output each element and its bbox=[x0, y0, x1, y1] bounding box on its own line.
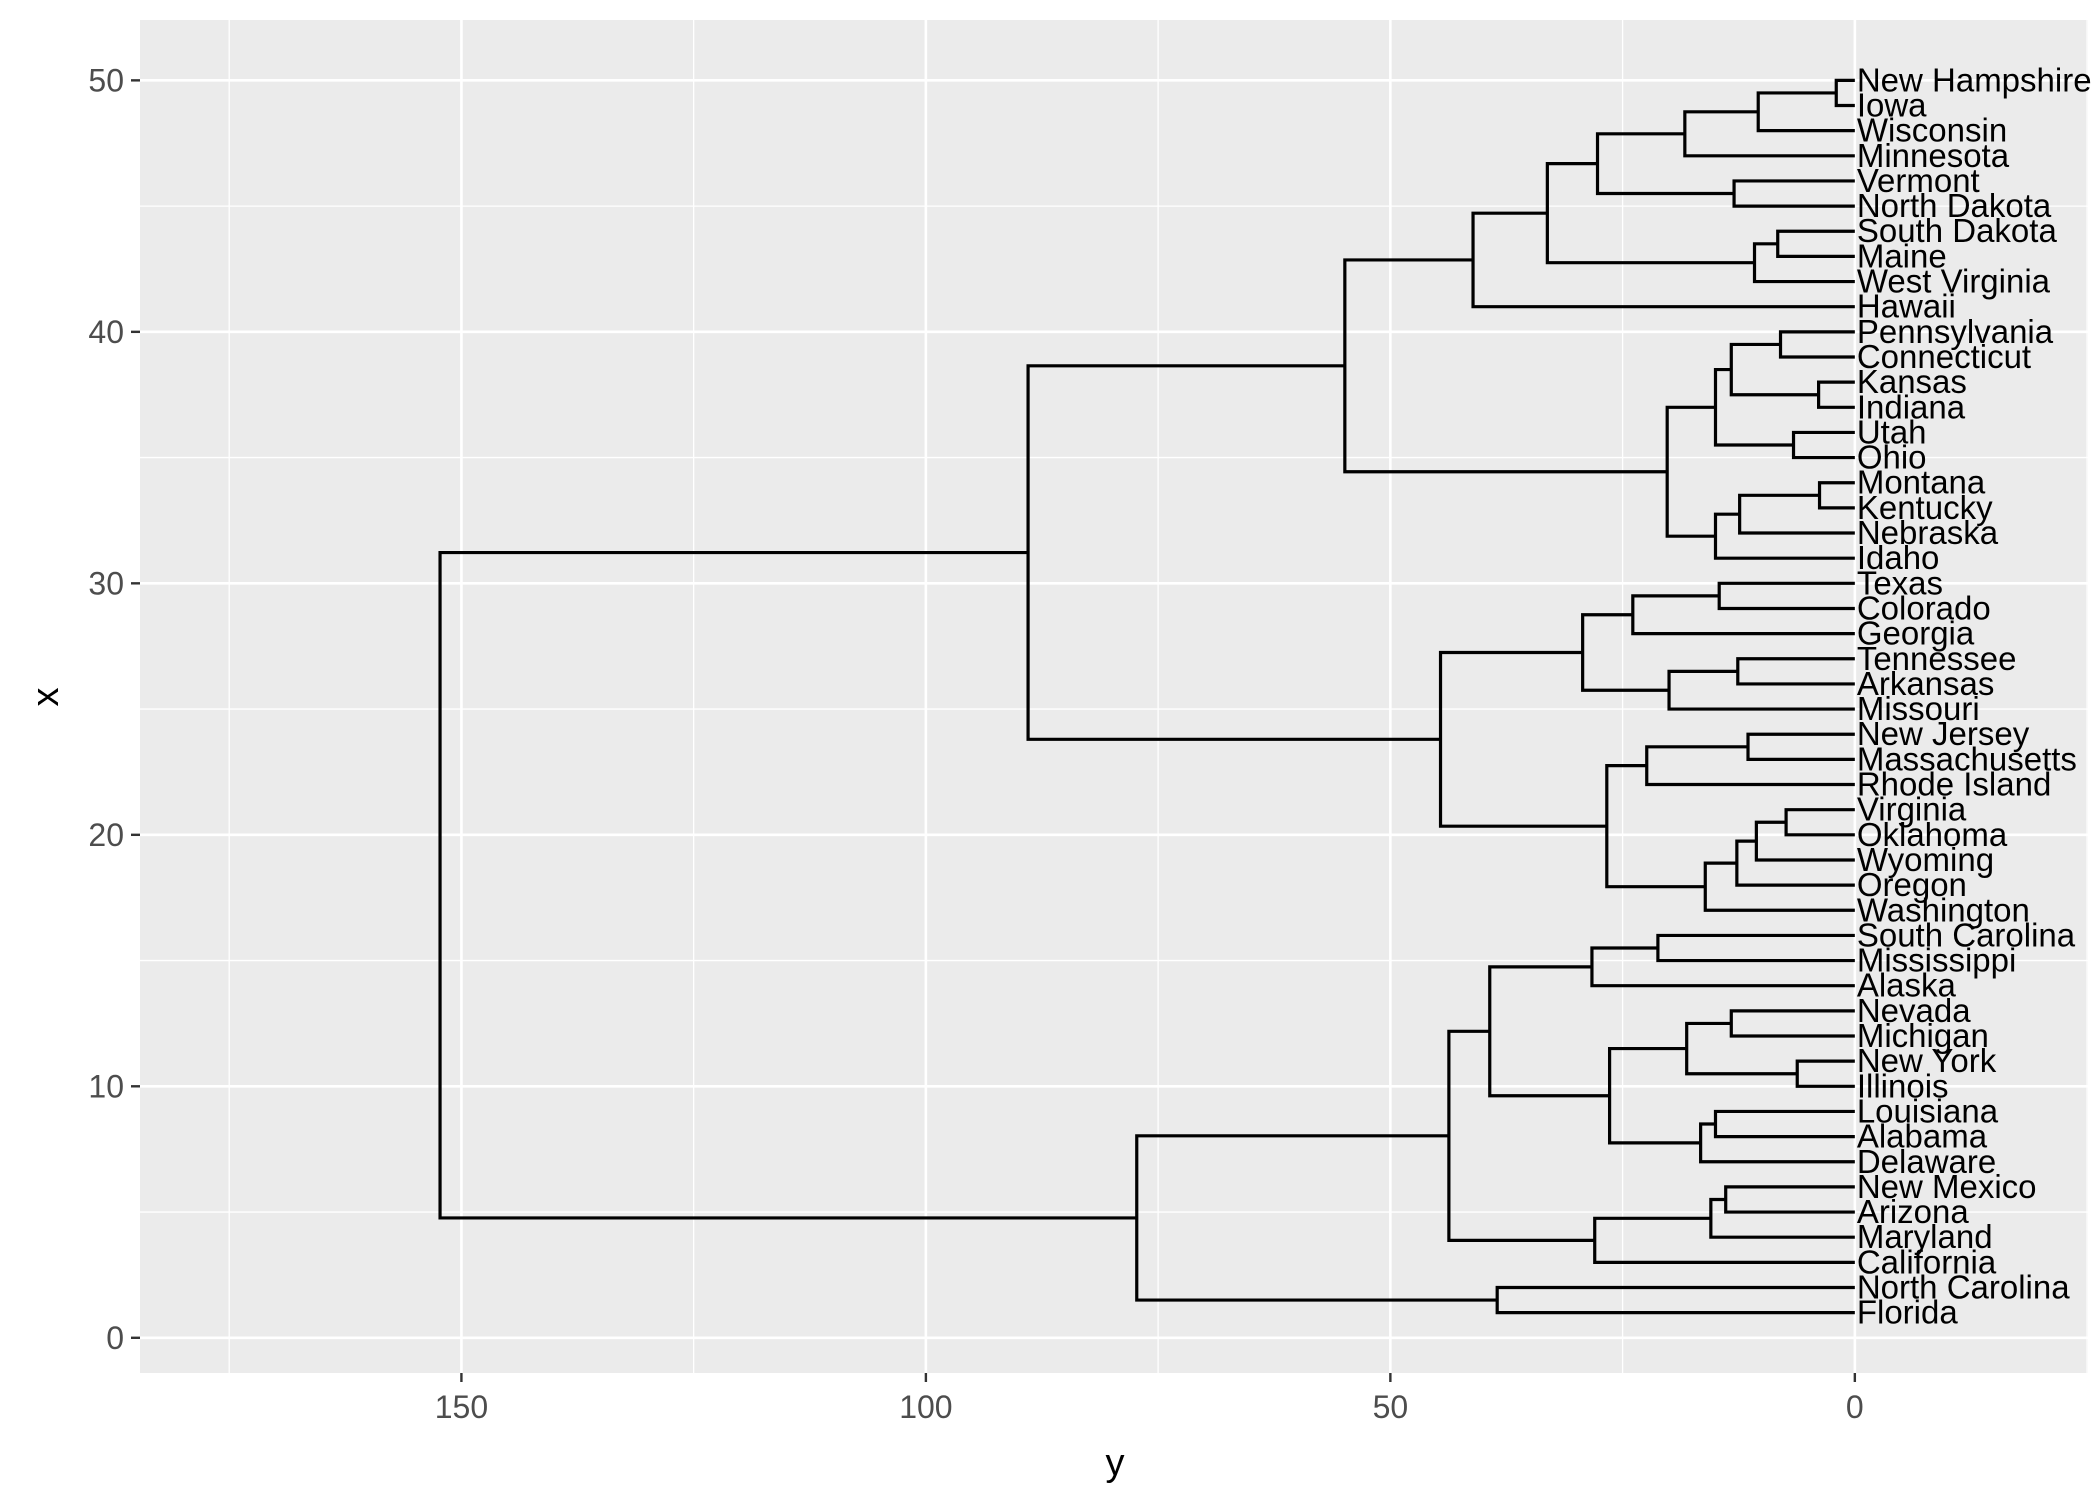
leaf-label: Alaska bbox=[1857, 967, 1957, 1004]
leaf-label: Colorado bbox=[1857, 589, 1991, 626]
leaf-label: New Hampshire bbox=[1857, 61, 2092, 98]
y-axis-title: x bbox=[25, 688, 67, 707]
leaf-label: Connecticut bbox=[1857, 338, 2031, 375]
leaf-label: Georgia bbox=[1857, 615, 1975, 652]
leaf-label: Arizona bbox=[1857, 1193, 1970, 1230]
y-tick-label: 0 bbox=[106, 1320, 124, 1356]
dendrogram-branch bbox=[1795, 1059, 1855, 1088]
leaf-label: Mississippi bbox=[1857, 942, 2017, 979]
dendrogram-tree bbox=[438, 78, 1855, 1315]
y-tick-label: 10 bbox=[88, 1068, 124, 1104]
leaf-label: Rhode Island bbox=[1857, 766, 2051, 803]
leaf-label: Wyoming bbox=[1857, 841, 1994, 878]
x-axis: 150 100 50 0 bbox=[435, 1373, 1864, 1425]
leaf-label: New Jersey bbox=[1857, 715, 2030, 752]
y-axis: 0 10 20 30 40 50 bbox=[88, 62, 140, 1356]
leaf-label: Arkansas bbox=[1857, 665, 1995, 702]
dendrogram-branch bbox=[1738, 493, 1855, 535]
leaf-label: North Dakota bbox=[1857, 187, 2052, 224]
x-axis-title: y bbox=[1106, 1442, 1125, 1484]
leaf-label: Utah bbox=[1857, 413, 1927, 450]
leaf-label: Ohio bbox=[1857, 439, 1927, 476]
leaf-label: Washington bbox=[1857, 891, 2030, 928]
leaf-label: Missouri bbox=[1857, 690, 1980, 727]
dendrogram-branch bbox=[1665, 405, 1716, 538]
dendrogram-branch bbox=[1685, 1021, 1798, 1076]
leaf-label: Minnesota bbox=[1857, 137, 2010, 174]
dendrogram-branch bbox=[1605, 764, 1706, 889]
x-tick-label: 100 bbox=[899, 1389, 952, 1425]
y-tick-label: 40 bbox=[88, 314, 124, 350]
dendrogram-branch bbox=[1488, 965, 1610, 1098]
leaf-label: New York bbox=[1857, 1042, 1997, 1079]
leaf-label: Indiana bbox=[1857, 388, 1966, 425]
leaf-label: Alabama bbox=[1857, 1118, 1988, 1155]
leaf-label: Montana bbox=[1857, 464, 1986, 501]
leaf-label: Virginia bbox=[1857, 791, 1967, 828]
leaf-label: Kentucky bbox=[1857, 489, 1993, 526]
dendrogram-branch bbox=[1699, 1122, 1855, 1164]
x-tick-label: 50 bbox=[1373, 1389, 1409, 1425]
dendrogram-branch bbox=[1656, 933, 1855, 963]
dendrogram-branch bbox=[1746, 732, 1855, 761]
dendrogram-branch bbox=[1447, 1029, 1595, 1242]
dendrogram-branch bbox=[1595, 132, 1735, 196]
dendrogram-branch bbox=[1631, 594, 1855, 636]
leaf-label: Iowa bbox=[1857, 87, 1927, 124]
leaf-label: Nevada bbox=[1857, 992, 1971, 1029]
leaf-label: Texas bbox=[1857, 564, 1943, 601]
leaf-label: California bbox=[1857, 1243, 1997, 1280]
leaf-label: Louisiana bbox=[1857, 1092, 1999, 1129]
leaf-label: Nebraska bbox=[1857, 514, 1999, 551]
dendrogram-branch bbox=[1735, 839, 1855, 887]
leaf-label: Maine bbox=[1857, 237, 1947, 274]
leaf-label: New Mexico bbox=[1857, 1168, 2037, 1205]
dendrogram-branch bbox=[1471, 211, 1855, 309]
leaf-label: Florida bbox=[1857, 1294, 1959, 1331]
leaf-label: Kansas bbox=[1857, 363, 1967, 400]
dendrogram-branch bbox=[1667, 669, 1855, 711]
leaf-label: North Carolina bbox=[1857, 1268, 2070, 1305]
leaf-label: West Virginia bbox=[1857, 263, 2051, 300]
x-tick-label: 150 bbox=[435, 1389, 488, 1425]
dendrogram-branch bbox=[1135, 1134, 1498, 1302]
dendrogram-branch bbox=[1754, 820, 1855, 862]
dendrogram-branch bbox=[1736, 657, 1855, 686]
grid-minor bbox=[140, 20, 2088, 1373]
leaf-label: Wisconsin bbox=[1857, 112, 2007, 149]
leaf-label: Tennessee bbox=[1857, 640, 2017, 677]
leaf-label: Pennsylvania bbox=[1857, 313, 2054, 350]
y-tick-label: 20 bbox=[88, 817, 124, 853]
leaf-label: Maryland bbox=[1857, 1218, 1993, 1255]
leaf-label: Oklahoma bbox=[1857, 816, 2008, 853]
dendrogram-branch bbox=[1593, 1216, 1855, 1264]
leaf-label: South Dakota bbox=[1857, 212, 2058, 249]
dendrogram-branch bbox=[1709, 1197, 1855, 1239]
dendrogram-branch bbox=[1717, 581, 1855, 611]
leaf-label: Illinois bbox=[1857, 1067, 1949, 1104]
leaf-label: Hawaii bbox=[1857, 288, 1956, 325]
y-tick-label: 30 bbox=[88, 565, 124, 601]
leaf-label: Oregon bbox=[1857, 866, 1967, 903]
leaf-label: Delaware bbox=[1857, 1143, 1996, 1180]
leaf-label: Vermont bbox=[1857, 162, 1980, 199]
x-tick-label: 0 bbox=[1846, 1389, 1864, 1425]
dendrogram-branch bbox=[1817, 380, 1855, 409]
dendrogram-branch bbox=[1834, 78, 1855, 108]
dendrogram-branch bbox=[1778, 330, 1855, 359]
dendrogram-branch bbox=[1683, 110, 1855, 158]
dendrogram-branch bbox=[1752, 242, 1855, 284]
plot-background bbox=[140, 20, 2088, 1373]
leaf-label: Michigan bbox=[1857, 1017, 1989, 1054]
y-tick-label: 50 bbox=[88, 62, 124, 98]
dendrogram-branch bbox=[438, 550, 1137, 1220]
leaf-label: South Carolina bbox=[1857, 916, 2076, 953]
leaf-label: Idaho bbox=[1857, 539, 1940, 576]
leaf-label: Massachusetts bbox=[1857, 740, 2077, 777]
